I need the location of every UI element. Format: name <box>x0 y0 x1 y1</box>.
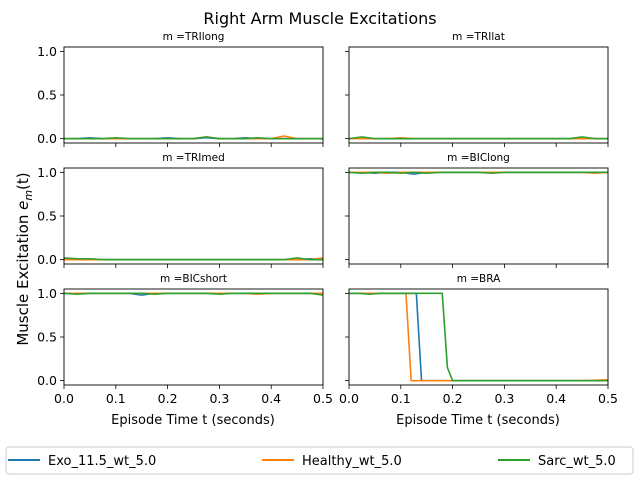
subplot-4: m =BIClong <box>345 152 609 268</box>
subplot-title: m =TRImed <box>162 152 225 164</box>
plot-frame <box>348 46 609 144</box>
series-line <box>349 292 608 382</box>
subplot-title: m =BRA <box>457 273 501 285</box>
legend: Exo_11.5_wt_5.0 Healthy_wt_5.0 Sarc_wt_5.0 <box>5 446 634 475</box>
figure-title: Right Arm Muscle Excitations <box>203 9 436 28</box>
x-axis-label-right: Episode Time t (seconds) <box>396 413 560 428</box>
y-axis-label-arg: (t) <box>14 172 32 190</box>
legend-label: Exo_11.5_wt_5.0 <box>48 454 156 469</box>
series-line <box>63 257 323 261</box>
x-tick-label: 0.2 <box>443 391 463 406</box>
plot-frame <box>348 167 609 265</box>
plot-frame <box>63 288 324 386</box>
x-tick-label: 0.3 <box>209 391 229 406</box>
y-tick-label: 0.0 <box>37 131 57 146</box>
plot-frame <box>63 167 324 265</box>
subplot-title: m =TRIlong <box>163 31 225 43</box>
y-tick-label: 0.0 <box>37 373 57 388</box>
y-tick-label: 1.0 <box>37 286 57 301</box>
legend-label: Healthy_wt_5.0 <box>302 454 402 469</box>
legend-label: Sarc_wt_5.0 <box>538 454 616 469</box>
y-tick-label: 0.0 <box>37 252 57 267</box>
legend-frame <box>5 446 634 475</box>
x-tick-label: 0.4 <box>261 391 281 406</box>
y-axis-label: Muscle Excitation em(t) <box>14 172 35 345</box>
x-tick-label: 0.1 <box>106 391 126 406</box>
y-tick-label: 1.0 <box>37 165 57 180</box>
legend-items: Exo_11.5_wt_5.0 Healthy_wt_5.0 Sarc_wt_5.0 <box>8 454 616 469</box>
series-line <box>63 292 324 296</box>
subplot-6: m =BRA 0.0 0.1 0.2 0.3 0.4 0.5 <box>339 273 618 406</box>
subplot-3: m =TRImed 0.0 0.5 1.0 <box>37 152 324 268</box>
plot-frame <box>63 46 324 144</box>
series-line <box>349 292 609 382</box>
subplot-5: m =BICshort 0.0 0.5 1.0 0.0 0.1 0.2 0.3 0.4 0.5 <box>37 273 333 406</box>
subplot-title: m =BICshort <box>160 273 227 285</box>
x-axis-label-left: Episode Time t (seconds) <box>111 413 275 428</box>
subplot-title: m =TRIlat <box>452 31 505 43</box>
subplot-title: m =BIClong <box>447 152 510 164</box>
y-axis-label-e: e <box>14 201 32 210</box>
x-tick-label: 0.0 <box>54 391 74 406</box>
y-tick-label: 0.5 <box>37 88 57 103</box>
plot-frame <box>348 288 609 386</box>
x-tick-label: 0.4 <box>546 391 566 406</box>
x-tick-label: 0.3 <box>494 391 514 406</box>
series-line <box>348 171 608 175</box>
series-line <box>348 136 608 140</box>
y-axis-label-sub: m <box>22 190 35 201</box>
x-tick-label: 0.1 <box>391 391 411 406</box>
series-line <box>64 136 323 140</box>
x-tick-label: 0.5 <box>598 391 618 406</box>
x-tick-label: 0.2 <box>158 391 178 406</box>
x-tick-label: 0.5 <box>313 391 333 406</box>
x-tick-label: 0.0 <box>339 391 359 406</box>
y-tick-label: 0.5 <box>37 209 57 224</box>
y-tick-label: 1.0 <box>37 44 57 59</box>
y-axis-label-text: Muscle Excitation <box>14 210 32 346</box>
subplot-1: m =TRIlong 0.0 0.5 1.0 <box>37 31 324 147</box>
series-line <box>349 292 608 382</box>
subplot-grid: m =TRIlong 0.0 0.5 1.0 m =TRIlat m =TRImed 0.0… <box>37 31 618 406</box>
subplot-2: m =TRIlat <box>345 31 609 147</box>
y-tick-label: 0.5 <box>37 330 57 345</box>
